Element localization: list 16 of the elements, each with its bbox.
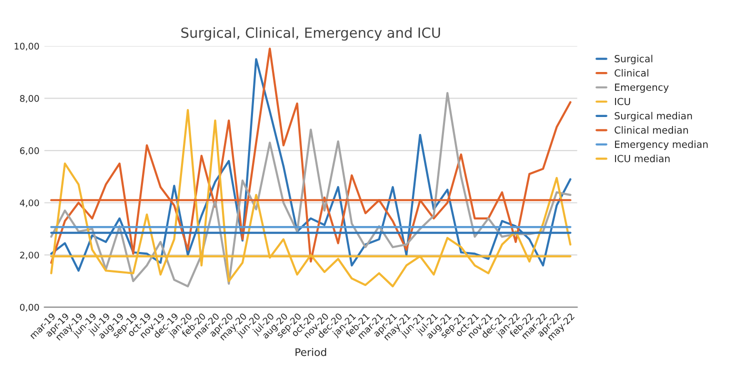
y-tick-label: 6,00 (20, 147, 39, 156)
y-tick-label: 4,00 (20, 199, 39, 208)
legend-label: Surgical median (614, 112, 692, 122)
legend-label: Emergency (615, 84, 669, 93)
y-tick-label: 2,00 (20, 252, 39, 260)
legend-label: ICU (615, 98, 630, 106)
legend-label: Surgical (614, 54, 652, 64)
y-tick-label: 10,00 (14, 42, 39, 51)
legend-label: Clinical (614, 69, 648, 77)
y-tick-label: 0,00 (20, 304, 39, 312)
legend-label: Emergency median (615, 140, 708, 150)
legend-label: Clinical median (614, 126, 688, 134)
chart-title: Surgical, Clinical, Emergency and ICU (181, 27, 440, 41)
y-tick-label: 8,00 (20, 95, 39, 103)
legend-label: ICU median (615, 154, 670, 162)
x-axis-title: Period (296, 348, 326, 356)
